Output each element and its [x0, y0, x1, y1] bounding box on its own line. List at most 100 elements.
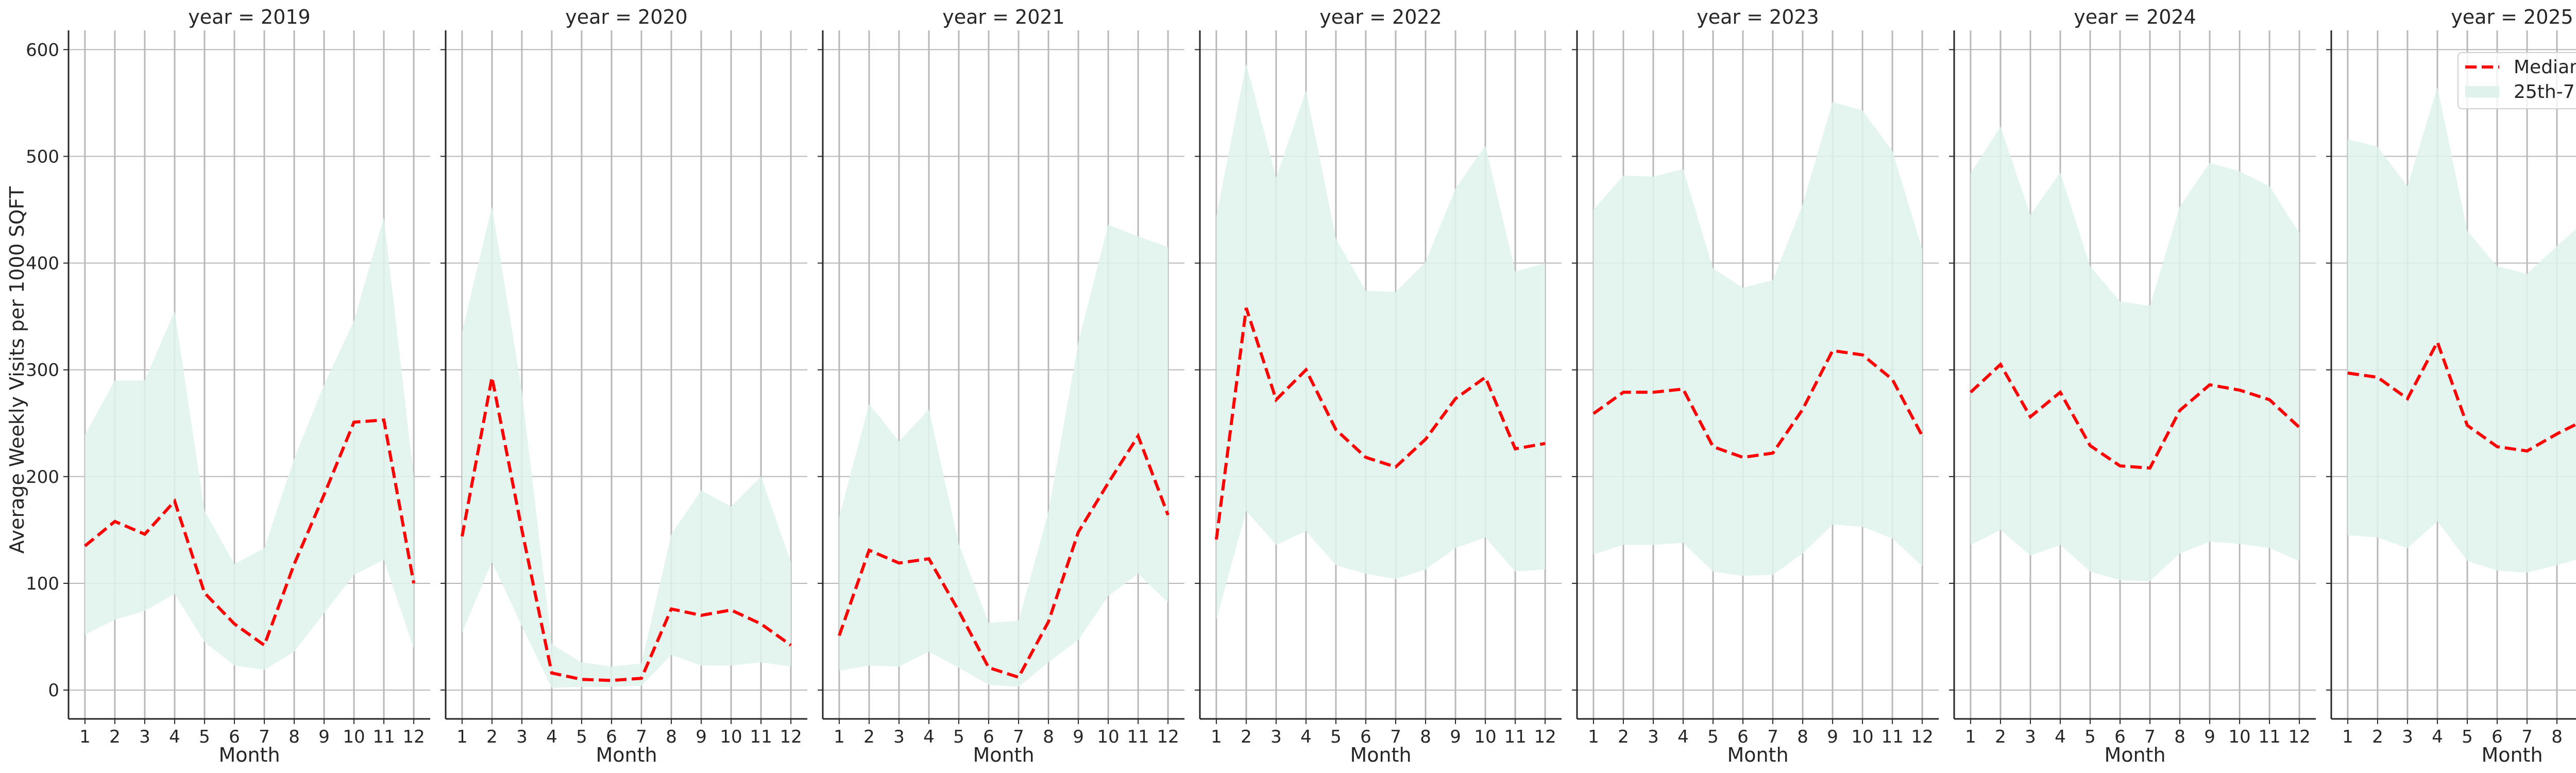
percentile-band	[1970, 126, 2300, 581]
x-tick-label: 1	[1965, 727, 1976, 747]
x-tick-label: 1	[2342, 727, 2353, 747]
x-tick-label: 11	[2258, 727, 2280, 747]
x-tick-label: 2	[863, 727, 875, 747]
y-tick-label: 400	[26, 254, 59, 274]
x-tick-label: 9	[1827, 727, 1838, 747]
x-tick-label: 8	[2551, 727, 2563, 747]
percentile-band	[84, 217, 414, 670]
x-tick-label: 1	[1588, 727, 1599, 747]
x-tick-label: 8	[1420, 727, 1431, 747]
percentile-band	[462, 206, 791, 688]
x-tick-label: 6	[606, 727, 617, 747]
x-tick-label: 7	[2144, 727, 2156, 747]
x-axis-label: Month	[2104, 744, 2165, 766]
x-tick-label: 5	[199, 727, 210, 747]
legend-median-label: Median	[2514, 57, 2576, 78]
x-tick-label: 4	[2432, 727, 2443, 747]
x-tick-label: 1	[1211, 727, 1222, 747]
x-tick-label: 3	[1648, 727, 1659, 747]
x-tick-label: 9	[696, 727, 707, 747]
x-tick-label: 11	[750, 727, 772, 747]
x-tick-label: 2	[1618, 727, 1629, 747]
x-tick-label: 8	[289, 727, 300, 747]
x-tick-label: 1	[79, 727, 91, 747]
percentile-band	[1216, 63, 1546, 620]
facet-title: year = 2023	[1697, 6, 1819, 28]
x-axis-label: Month	[1350, 744, 1411, 766]
x-tick-label: 8	[1043, 727, 1054, 747]
x-tick-label: 2	[2372, 727, 2383, 747]
x-tick-label: 5	[1707, 727, 1719, 747]
y-tick-label: 0	[48, 680, 59, 701]
x-tick-label: 7	[1767, 727, 1778, 747]
x-tick-label: 9	[318, 727, 330, 747]
x-tick-label: 3	[2025, 727, 2036, 747]
x-tick-label: 2	[1241, 727, 1252, 747]
x-tick-label: 7	[1013, 727, 1024, 747]
x-axis-label: Month	[2481, 744, 2543, 766]
x-axis-label: Month	[1727, 744, 1788, 766]
x-tick-label: 3	[516, 727, 528, 747]
x-tick-label: 5	[576, 727, 587, 747]
x-tick-label: 6	[1360, 727, 1371, 747]
percentile-band	[2347, 87, 2576, 573]
facet-title: year = 2020	[565, 6, 687, 28]
x-tick-label: 4	[923, 727, 935, 747]
x-tick-label: 2	[1995, 727, 2006, 747]
x-tick-label: 11	[372, 727, 395, 747]
x-tick-label: 3	[1270, 727, 1282, 747]
x-tick-label: 7	[1390, 727, 1401, 747]
x-tick-label: 5	[953, 727, 964, 747]
x-tick-label: 2	[486, 727, 498, 747]
x-tick-label: 3	[139, 727, 150, 747]
x-axis-label: Month	[973, 744, 1034, 766]
x-tick-label: 10	[343, 727, 365, 747]
x-tick-label: 10	[720, 727, 742, 747]
median-line	[2347, 338, 2576, 453]
facet-title: year = 2024	[2074, 6, 2196, 28]
x-tick-label: 4	[546, 727, 557, 747]
x-tick-label: 7	[2521, 727, 2533, 747]
x-tick-label: 7	[636, 727, 647, 747]
x-tick-label: 9	[1073, 727, 1084, 747]
x-tick-label: 11	[1881, 727, 1903, 747]
x-tick-label: 12	[402, 727, 425, 747]
x-tick-label: 12	[779, 727, 802, 747]
x-tick-label: 10	[1474, 727, 1496, 747]
x-tick-label: 9	[2204, 727, 2215, 747]
x-tick-label: 8	[1797, 727, 1808, 747]
x-tick-label: 8	[2174, 727, 2185, 747]
x-tick-label: 10	[1851, 727, 1873, 747]
percentile-band	[1593, 102, 1923, 576]
median-line	[1214, 307, 1546, 540]
x-tick-label: 10	[2228, 727, 2250, 747]
facet-title: year = 2022	[1319, 6, 1442, 28]
x-tick-label: 6	[2114, 727, 2126, 747]
percentile-band	[839, 224, 1168, 687]
y-tick-label: 600	[26, 40, 59, 60]
y-tick-label: 200	[26, 467, 59, 488]
x-tick-label: 12	[1534, 727, 1556, 747]
x-tick-label: 11	[1504, 727, 1526, 747]
x-tick-label: 5	[1330, 727, 1342, 747]
x-tick-label: 4	[1677, 727, 1689, 747]
facet-title: year = 2025	[2451, 6, 2573, 28]
y-tick-label: 500	[26, 146, 59, 167]
legend-band-label: 25th-75th Percentile	[2514, 81, 2576, 103]
legend-band-swatch	[2465, 86, 2499, 97]
x-tick-label: 8	[666, 727, 677, 747]
x-tick-label: 5	[2084, 727, 2096, 747]
x-tick-label: 6	[2492, 727, 2503, 747]
x-tick-label: 3	[2402, 727, 2413, 747]
x-tick-label: 7	[259, 727, 270, 747]
x-axis-label: Month	[218, 744, 280, 766]
median-line	[1592, 349, 1924, 459]
y-axis-label: Average Weekly Visits per 1000 SQFT	[6, 186, 28, 553]
